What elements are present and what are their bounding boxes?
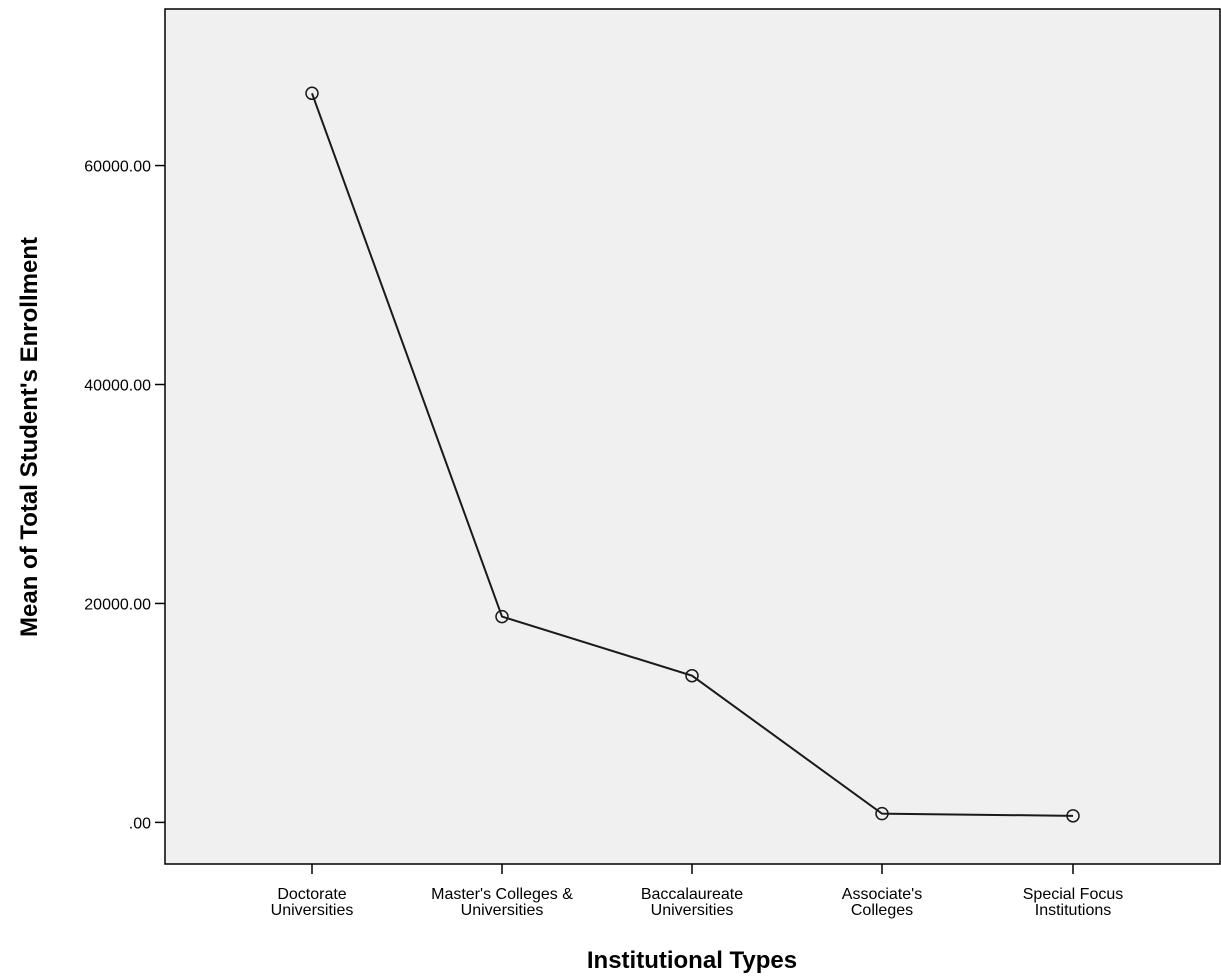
x-tick-label-line: Master's Colleges & (431, 886, 573, 903)
y-tick-label: .00 (129, 815, 151, 832)
y-tick-label: 20000.00 (84, 596, 151, 613)
x-tick-label-line: Associate's (842, 886, 922, 903)
x-tick-label-line: Universities (271, 902, 354, 919)
x-tick-label: Master's Colleges & Universities (431, 886, 573, 919)
x-tick-label-line: Universities (461, 902, 544, 919)
x-tick-label: Doctorate Universities (271, 886, 354, 919)
x-tick-label-line: Doctorate (277, 886, 346, 903)
x-tick-label-line: Universities (651, 902, 734, 919)
series-line (311, 92, 1074, 817)
data-point-marker (875, 806, 889, 821)
data-point-marker (305, 86, 319, 101)
x-tick-label: Associate's Colleges (842, 886, 922, 919)
plot-area (164, 8, 1221, 865)
x-tick-label-line: Baccalaureate (641, 886, 743, 903)
data-point-marker (1066, 809, 1080, 823)
series (305, 86, 1080, 823)
x-tick-label-line: Institutions (1035, 902, 1111, 919)
x-tick-label: Baccalaureate Universities (641, 886, 743, 919)
data-point-marker (685, 668, 699, 683)
x-tick-label-line: Colleges (851, 902, 913, 919)
y-axis-title: Mean of Total Student's Enrollment (16, 237, 43, 637)
data-point-marker (495, 609, 509, 624)
y-tick-label: 60000.00 (84, 159, 151, 176)
y-tick-label: 40000.00 (84, 377, 151, 394)
x-tick-label-line: Special Focus (1023, 886, 1124, 903)
x-tick-label: Special Focus Institutions (1023, 886, 1124, 919)
y-axis: .00 20000.00 40000.00 60000.00 (84, 159, 165, 832)
x-axis-title: Institutional Types (587, 947, 797, 974)
